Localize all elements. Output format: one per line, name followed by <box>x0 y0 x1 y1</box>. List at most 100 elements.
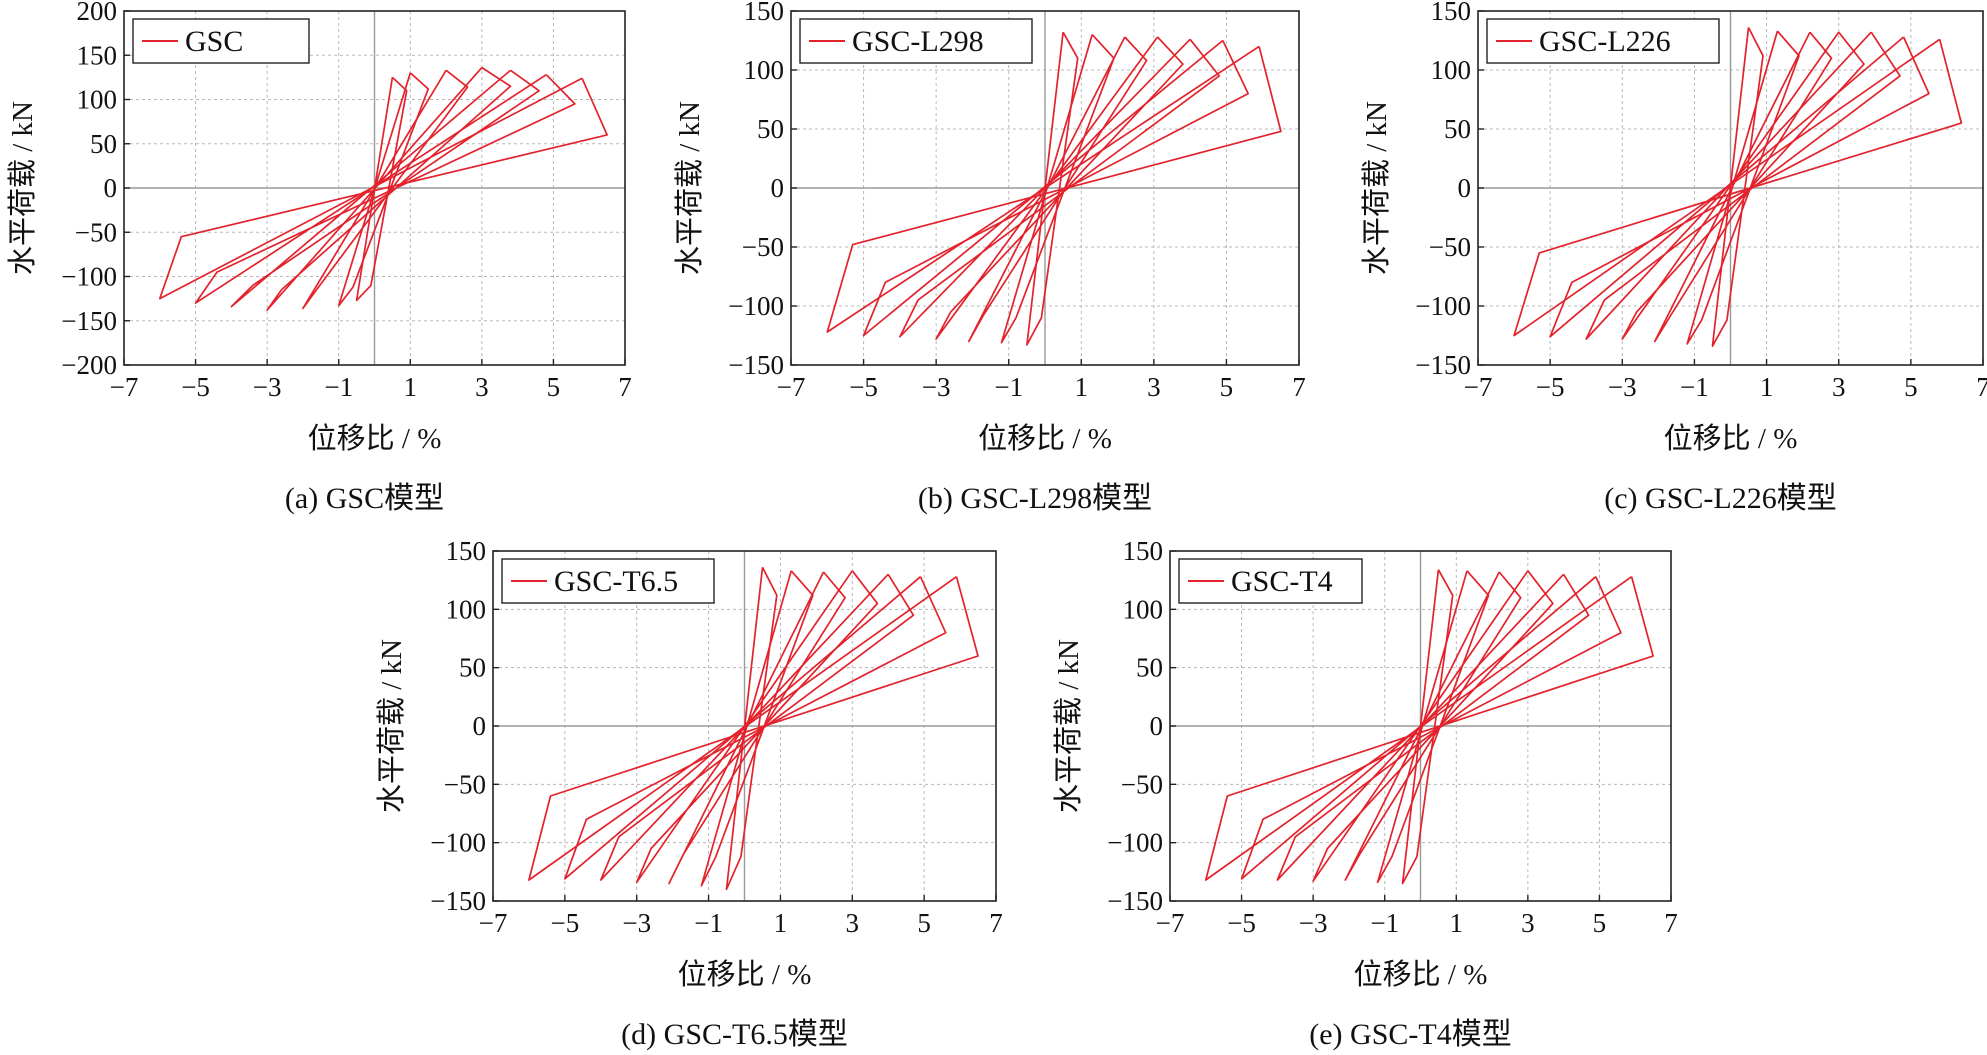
y-tick-label: −150 <box>728 350 784 380</box>
y-axis-label: 水平荷载 / kN <box>1360 101 1393 275</box>
y-tick-label: 50 <box>459 653 486 683</box>
x-axis-label: 位移比 / % <box>1354 958 1488 991</box>
y-tick-label: 100 <box>446 594 487 624</box>
y-tick-label: −50 <box>742 232 784 262</box>
y-tick-label: 50 <box>90 129 117 159</box>
x-tick-label: −1 <box>994 372 1023 402</box>
x-tick-label: 5 <box>547 372 561 402</box>
x-tick-label: 3 <box>475 372 489 402</box>
x-tick-label: 1 <box>1075 372 1089 402</box>
hysteresis-loop <box>1276 573 1590 881</box>
hysteresis-loop <box>899 38 1221 338</box>
hysteresis-loop <box>1026 31 1079 346</box>
chart-panel-1: −7 −5 −3 −1 1 3 5 7 −200 −150 −100 −50 0 50 100 150 200 位… <box>6 0 632 515</box>
x-tick-label: 3 <box>1147 372 1161 402</box>
hysteresis-loop <box>194 73 576 304</box>
x-tick-label: −3 <box>253 372 282 402</box>
y-tick-label: −100 <box>430 828 486 858</box>
hysteresis-loop <box>967 36 1148 343</box>
x-tick-label: −5 <box>181 372 210 402</box>
hysteresis-loop <box>1204 576 1654 881</box>
x-tick-label: −7 <box>1464 372 1493 402</box>
legend-label: GSC <box>185 25 243 58</box>
x-tick-label: 5 <box>1220 372 1234 402</box>
x-tick-label: −5 <box>849 372 878 402</box>
x-tick-label: 7 <box>1292 372 1306 402</box>
x-axis-label: 位移比 / % <box>678 958 812 991</box>
y-tick-label: −100 <box>1107 828 1163 858</box>
panel-caption: (d) GSC-T6.5模型 <box>621 1018 848 1051</box>
x-tick-label: −7 <box>110 372 139 402</box>
hysteresis-loop <box>1585 31 1901 340</box>
x-tick-label: −3 <box>1299 908 1328 938</box>
x-tick-label: −7 <box>777 372 806 402</box>
x-tick-label: −5 <box>1536 372 1565 402</box>
y-axis-label: 水平荷载 / kN <box>1052 639 1085 813</box>
x-tick-label: 3 <box>1521 908 1535 938</box>
legend-label: GSC-L298 <box>852 25 984 58</box>
chart-panel-2: −7 −5 −3 −1 1 3 5 7 −150 −100 −50 0 50 100 150 位移比 / % 水… <box>673 0 1306 515</box>
hysteresis-loop <box>725 566 778 891</box>
y-tick-label: 100 <box>1431 55 1472 85</box>
panel-caption: (a) GSC模型 <box>285 482 444 515</box>
y-tick-label: 150 <box>744 0 785 26</box>
y-axis-label: 水平荷载 / kN <box>375 639 408 813</box>
x-tick-label: 7 <box>1976 372 1987 402</box>
legend-label: GSC-T4 <box>1231 565 1333 598</box>
x-tick-label: −1 <box>1680 372 1709 402</box>
x-tick-label: 3 <box>846 908 860 938</box>
hysteresis-loop <box>635 570 879 884</box>
y-tick-label: −150 <box>61 306 117 336</box>
hysteresis-loop <box>1344 571 1522 881</box>
y-tick-label: 50 <box>757 114 784 144</box>
hysteresis-loop <box>564 576 947 880</box>
x-tick-label: −3 <box>622 908 651 938</box>
chart-panel-3: −7 −5 −3 −1 1 3 5 7 −150 −100 −50 0 50 100 150 位移比 / % 水… <box>1360 0 1987 515</box>
x-axis-label: 位移比 / % <box>308 422 442 455</box>
x-tick-label: −5 <box>1227 908 1256 938</box>
hysteresis-loop <box>1312 570 1554 883</box>
y-tick-label: 100 <box>744 55 785 85</box>
hysteresis-loop <box>230 69 540 308</box>
hysteresis-loop <box>1240 576 1622 880</box>
y-tick-label: −150 <box>1415 350 1471 380</box>
hysteresis-loop <box>862 39 1250 337</box>
x-tick-label: −7 <box>1156 908 1185 938</box>
y-axis-label: 水平荷载 / kN <box>6 101 39 275</box>
hysteresis-loop <box>158 77 608 300</box>
x-tick-label: −3 <box>1608 372 1637 402</box>
hysteresis-loop <box>668 571 846 885</box>
legend-label: GSC-T6.5 <box>554 565 678 598</box>
x-tick-label: 5 <box>1593 908 1607 938</box>
x-tick-label: −1 <box>694 908 723 938</box>
y-tick-label: 200 <box>77 0 118 26</box>
x-tick-label: 5 <box>1904 372 1918 402</box>
x-tick-label: −1 <box>324 372 353 402</box>
hysteresis-loop <box>1653 31 1833 343</box>
y-tick-label: 150 <box>446 536 487 566</box>
x-tick-label: 7 <box>989 908 1003 938</box>
y-tick-label: 0 <box>1458 173 1472 203</box>
x-tick-label: 7 <box>1664 908 1678 938</box>
x-tick-label: −1 <box>1370 908 1399 938</box>
y-tick-label: −100 <box>61 262 117 292</box>
y-tick-label: 0 <box>1150 711 1164 741</box>
hysteresis-loop <box>599 573 915 881</box>
x-tick-label: 1 <box>404 372 418 402</box>
y-tick-label: 50 <box>1444 114 1471 144</box>
x-tick-label: 1 <box>1760 372 1774 402</box>
y-tick-label: 150 <box>1123 536 1164 566</box>
hysteresis-loop <box>302 69 469 310</box>
chart-panel-4: −7 −5 −3 −1 1 3 5 7 −150 −100 −50 0 50 100 150 位移比 / % 水… <box>375 536 1003 1051</box>
y-tick-label: −100 <box>1415 291 1471 321</box>
hysteresis-loop <box>1711 27 1764 347</box>
x-tick-label: 7 <box>618 372 632 402</box>
y-tick-label: 0 <box>104 173 118 203</box>
y-tick-label: 100 <box>1123 594 1164 624</box>
x-tick-label: 1 <box>774 908 788 938</box>
legend-label: GSC-L226 <box>1539 25 1671 58</box>
hysteresis-loop <box>826 45 1282 333</box>
hysteresis-loop <box>700 570 814 887</box>
hysteresis-loop <box>528 576 979 881</box>
